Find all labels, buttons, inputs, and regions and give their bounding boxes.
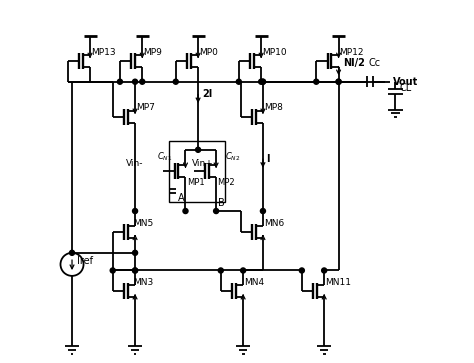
Text: MP10: MP10 [262, 48, 286, 57]
Bar [169, 141, 225, 203]
Circle shape [314, 79, 319, 84]
Circle shape [322, 268, 327, 273]
Text: I: I [266, 154, 270, 164]
Text: MP1: MP1 [187, 178, 205, 187]
Text: 2I: 2I [202, 89, 213, 99]
Text: MP2: MP2 [218, 178, 235, 187]
Text: Vin+: Vin+ [192, 159, 214, 168]
Text: Vout: Vout [393, 77, 418, 87]
Circle shape [133, 268, 137, 273]
Circle shape [260, 79, 265, 84]
Text: MP8: MP8 [264, 103, 283, 112]
Text: MN5: MN5 [133, 219, 154, 228]
Circle shape [196, 147, 201, 152]
Circle shape [133, 79, 137, 84]
Text: Cc: Cc [368, 57, 381, 68]
Circle shape [118, 79, 122, 84]
Text: MN11: MN11 [325, 278, 351, 287]
Circle shape [260, 208, 265, 213]
Text: MP9: MP9 [143, 48, 162, 57]
Text: MN3: MN3 [133, 278, 154, 287]
Text: A: A [178, 193, 185, 203]
Circle shape [214, 208, 219, 213]
Text: $C_{N1}$: $C_{N1}$ [157, 151, 173, 163]
Circle shape [133, 250, 137, 255]
Text: B: B [218, 198, 225, 208]
Circle shape [336, 79, 341, 84]
Text: MP0: MP0 [199, 48, 218, 57]
Circle shape [259, 79, 264, 84]
Circle shape [260, 79, 265, 84]
Text: $C_{N2}$: $C_{N2}$ [225, 151, 240, 163]
Text: MP7: MP7 [136, 103, 155, 112]
Circle shape [218, 268, 223, 273]
Text: CL: CL [400, 83, 412, 93]
Text: Vin-: Vin- [126, 159, 143, 168]
Circle shape [236, 79, 241, 84]
Text: MP13: MP13 [91, 48, 115, 57]
Circle shape [241, 268, 246, 273]
Circle shape [336, 79, 341, 84]
Circle shape [133, 208, 137, 213]
Circle shape [133, 268, 137, 273]
Text: MP12: MP12 [339, 48, 364, 57]
Circle shape [70, 250, 74, 255]
Circle shape [299, 268, 304, 273]
Text: Iref: Iref [77, 256, 93, 266]
Text: NI/2: NI/2 [343, 57, 365, 68]
Text: MN4: MN4 [244, 278, 264, 287]
Circle shape [110, 268, 115, 273]
Circle shape [173, 79, 178, 84]
Text: MN6: MN6 [264, 219, 284, 228]
Circle shape [183, 208, 188, 213]
Circle shape [140, 79, 145, 84]
